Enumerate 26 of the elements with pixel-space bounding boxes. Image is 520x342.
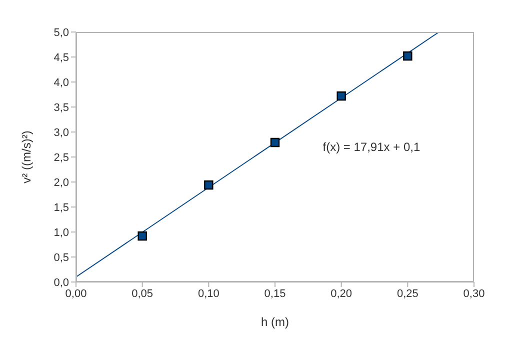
x-tick-label: 0,20 — [330, 288, 352, 300]
x-tick-label: 0,00 — [65, 288, 87, 300]
x-tick-label: 0,25 — [396, 288, 418, 300]
y-tick-label: 2,0 — [54, 176, 69, 189]
point — [204, 180, 214, 190]
x-tick-label: 0,05 — [132, 288, 154, 300]
y-tick-label: 0,5 — [54, 252, 69, 264]
y-tick-label: 1,0 — [54, 226, 69, 239]
x-tick-label: 0,15 — [264, 288, 286, 300]
point — [403, 51, 412, 61]
y-tick-label: 3,0 — [54, 126, 69, 139]
y-tick-label: 4,0 — [54, 76, 69, 89]
point — [336, 91, 346, 101]
y-tick-label: 2,5 — [54, 152, 69, 164]
y-tick-label: 3,5 — [54, 102, 69, 114]
point — [270, 138, 280, 148]
point — [138, 231, 147, 241]
x-axis-title: h (m) — [261, 315, 289, 329]
y-tick-label: 4,5 — [54, 52, 69, 64]
y-tick-label: 1,5 — [54, 202, 69, 214]
x-tick-label: 0,10 — [198, 288, 220, 300]
annotation: f(x) = 17,91x + 0,1 — [322, 140, 420, 154]
x-tick-label: 0,30 — [463, 288, 485, 300]
y-tick-label: 5,0 — [54, 26, 69, 39]
y-tick-label: 0,0 — [54, 276, 69, 289]
y-axis-title: v² ((m/s)²) — [19, 130, 34, 184]
